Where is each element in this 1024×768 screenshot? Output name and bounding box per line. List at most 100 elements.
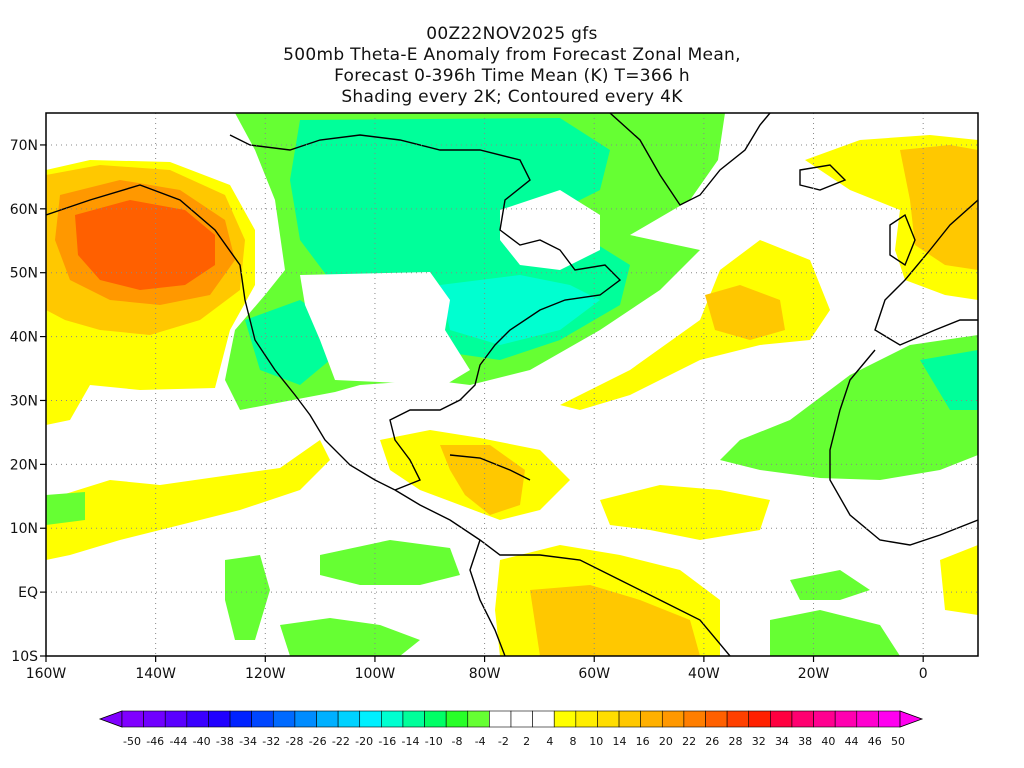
colorbar-label: 2 [523, 735, 530, 748]
anomaly-region-europe-orange [900, 145, 978, 270]
anomaly-region-tropical-green-1 [320, 540, 460, 585]
longitude-tick-label: 160W [26, 666, 67, 682]
map-title: 00Z22NOV2025 gfs 500mb Theta-E Anomaly f… [0, 24, 1024, 108]
colorbar-label: -8 [451, 735, 462, 748]
coastline-greenland [609, 113, 771, 206]
coastline-cuba [449, 454, 531, 481]
coastline-central-south-america [394, 489, 731, 656]
colorbar-swatch [856, 710, 879, 728]
latitude-tick-label: 60N [10, 202, 38, 218]
colorbar-label: -20 [355, 735, 373, 748]
latitude-tick-label: 40N [10, 330, 38, 346]
colorbar-swatch [251, 710, 274, 728]
colorbar-swatch [186, 710, 209, 728]
colorbar-swatch [553, 710, 577, 728]
colorbar-label: 4 [546, 735, 553, 748]
colorbar-label: 28 [729, 735, 743, 748]
colorbar-swatch [683, 710, 706, 728]
anomaly-region-atlantic-orange [705, 285, 785, 340]
latitude-tick-labels: 10S EQ 10N 20N 30N 40N 50N 60N 70N [10, 138, 46, 665]
coastline-africa [829, 349, 978, 546]
colorbar-label: -22 [332, 735, 350, 748]
colorbar-labels: -50 -46 -44 -40 -38 -34 -32 -28 -26 -22 -20 -16 -14-… [123, 735, 905, 748]
colorbar-label: -32 [262, 735, 280, 748]
coastline-north-america-west [46, 184, 396, 491]
coastlines [46, 113, 978, 656]
coastline-north-america-east [229, 134, 622, 491]
colorbar-swatch [402, 710, 425, 728]
latitude-tick-label: 70N [10, 138, 38, 154]
colorbar-label: -28 [286, 735, 304, 748]
anomaly-region-gulf-guinea-yellow [940, 545, 978, 615]
colorbar-label: -14 [402, 735, 420, 748]
colorbar-label: -40 [193, 735, 211, 748]
longitude-tick-labels: 160W 140W 120W 100W 80W 60W 40W 20W 0 [26, 656, 928, 682]
colorbar-swatch [381, 710, 404, 728]
graticule [46, 113, 978, 656]
colorbar-label: -4 [475, 735, 486, 748]
colorbar-label: 40 [821, 735, 835, 748]
longitude-tick-label: 120W [245, 666, 286, 682]
anomaly-region-africa-green [720, 335, 978, 480]
colorbar-swatch [532, 710, 555, 728]
colorbar-swatch [143, 710, 166, 728]
colorbar-swatch [640, 710, 663, 728]
colorbar [98, 710, 924, 728]
colorbar-label: -34 [239, 735, 257, 748]
colorbar-swatch [424, 710, 447, 728]
longitude-tick-label: 40W [688, 666, 720, 682]
anomaly-region-south-america-orange [530, 585, 700, 656]
colorbar-swatch [834, 710, 858, 728]
anomaly-region-atlantic-yellow [560, 240, 830, 410]
colorbar-label: -2 [498, 735, 509, 748]
colorbar-swatch [294, 710, 317, 728]
colorbar-swatch [618, 710, 641, 728]
colorbar-swatch [661, 710, 685, 728]
colorbar-swatch [489, 710, 512, 728]
coastline-british-isles [889, 213, 916, 267]
colorbar-swatch [597, 710, 620, 728]
latitude-tick-label: 30N [10, 393, 38, 409]
colorbar-label: 32 [752, 735, 766, 748]
anomaly-region-tropical-atlantic-yellow [600, 485, 770, 540]
anomaly-region-caribbean-orange [440, 445, 525, 515]
colorbar-label: 50 [891, 735, 905, 748]
latitude-tick-label: 20N [10, 457, 38, 473]
colorbar-swatch [726, 710, 750, 728]
colorbar-swatch [770, 710, 793, 728]
colorbar-swatch [359, 710, 382, 728]
colorbar-label: 8 [570, 735, 577, 748]
colorbar-label: 44 [845, 735, 859, 748]
longitude-tick-label: 100W [355, 666, 396, 682]
colorbar-swatch [813, 710, 836, 728]
anomaly-region-northeast-cyan [440, 275, 600, 345]
colorbar-swatch [229, 710, 252, 728]
colorbar-swatch [878, 710, 901, 728]
anomaly-region-tropical-green-6 [790, 570, 870, 600]
coastline-iceland [799, 164, 847, 191]
colorbar-label: 22 [682, 735, 696, 748]
colorbar-swatch [208, 710, 231, 728]
anomaly-region-tropical-green-2 [225, 555, 270, 640]
colorbar-swatch [337, 710, 361, 728]
colorbar-swatch [445, 710, 469, 728]
colorbar-swatch [467, 710, 490, 728]
anomaly-region-central-us-white [300, 272, 470, 385]
colorbar-label: -50 [123, 735, 141, 748]
colorbar-swatch [575, 710, 598, 728]
colorbar-label: 34 [775, 735, 789, 748]
colorbar-label: 10 [589, 735, 603, 748]
coastline-south-america-west [469, 539, 506, 656]
colorbar-label: -10 [425, 735, 443, 748]
anomaly-shading [46, 113, 978, 656]
colorbar-label: 46 [868, 735, 882, 748]
anomaly-region-morocco-teal [920, 350, 978, 410]
colorbar-swatch [510, 710, 533, 728]
anomaly-region-tropical-green-3 [280, 618, 420, 656]
longitude-tick-label: 60W [578, 666, 610, 682]
title-line-2: 500mb Theta-E Anomaly from Forecast Zona… [283, 45, 741, 65]
colorbar-label: -16 [378, 735, 396, 748]
colorbar-label: -44 [169, 735, 187, 748]
anomaly-region-hudson-white [500, 190, 600, 270]
